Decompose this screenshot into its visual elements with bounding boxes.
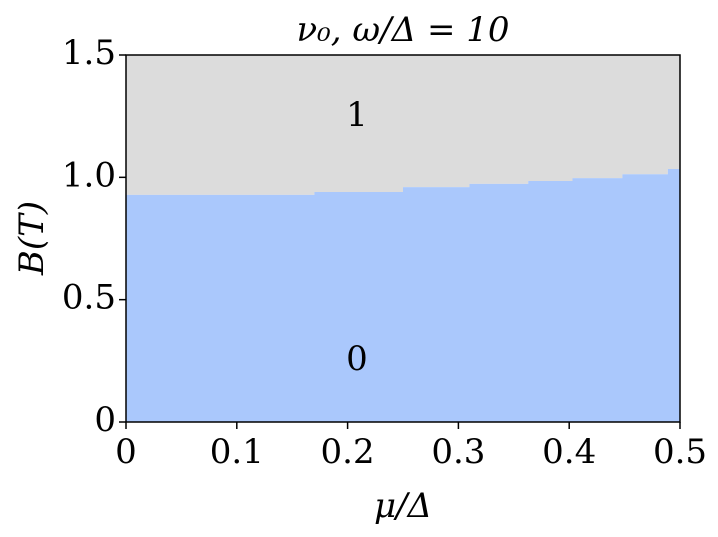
region-upper <box>126 55 680 195</box>
x-axis-label: μ/Δ <box>374 486 432 526</box>
x-tick-label: 0.1 <box>210 432 264 472</box>
region-label: 1 <box>346 95 368 135</box>
region-label: 0 <box>346 339 368 379</box>
region-lower <box>126 169 680 422</box>
y-tick-label: 0 <box>94 400 116 440</box>
y-tick-label: 0.5 <box>62 278 116 318</box>
plot-frame <box>125 54 681 423</box>
x-tick-label: 0.3 <box>431 432 485 472</box>
x-tick-label: 0 <box>115 432 137 472</box>
x-tick-label: 0.2 <box>321 432 375 472</box>
y-tick-label: 1.0 <box>62 155 116 195</box>
x-tick-label: 0.5 <box>653 432 707 472</box>
x-tick-label: 0.4 <box>542 432 596 472</box>
y-tick-label: 1.5 <box>62 33 116 73</box>
y-axis-label: B(T) <box>12 201 52 276</box>
chart-title: ν₀, ω/Δ = 10 <box>296 10 509 50</box>
